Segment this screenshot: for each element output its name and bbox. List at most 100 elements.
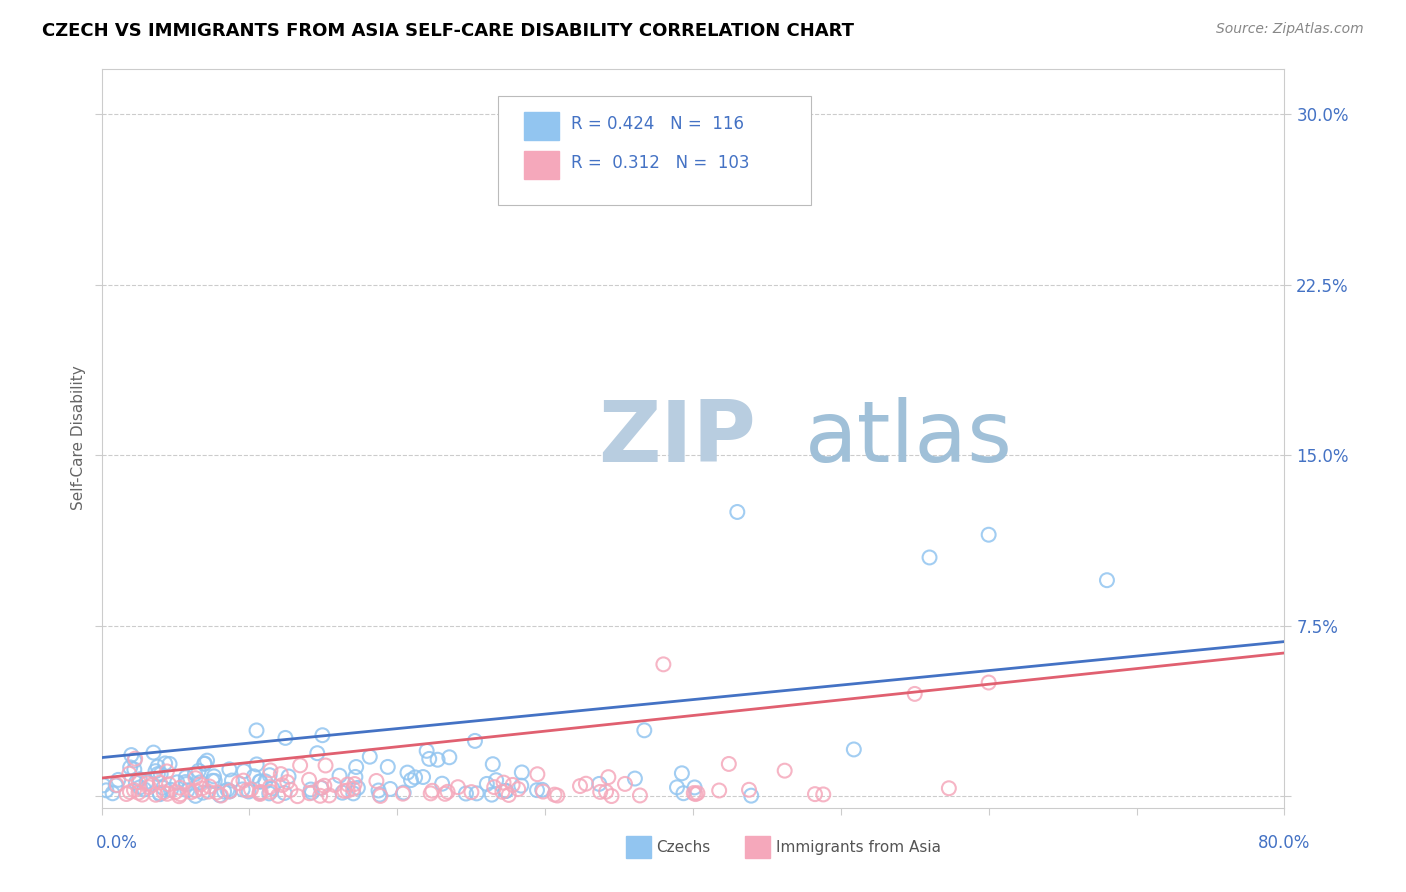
Point — [141, 778, 163, 792]
Point — [392, 787, 415, 801]
Point — [104, 778, 127, 792]
Point — [209, 789, 232, 803]
Point — [277, 770, 299, 784]
Point — [543, 788, 565, 802]
Point — [267, 789, 290, 803]
Point — [118, 766, 141, 780]
Text: CZECH VS IMMIGRANTS FROM ASIA SELF-CARE DISABILITY CORRELATION CHART: CZECH VS IMMIGRANTS FROM ASIA SELF-CARE … — [42, 22, 855, 40]
Point — [149, 786, 172, 800]
Point — [370, 789, 392, 803]
Point — [298, 786, 321, 800]
Point — [633, 723, 655, 738]
Point — [184, 767, 207, 781]
Point — [156, 787, 179, 801]
Point — [595, 785, 617, 799]
Point — [262, 781, 284, 796]
Point — [280, 783, 302, 797]
Point — [120, 747, 142, 762]
Point — [259, 785, 281, 799]
Point — [146, 759, 169, 773]
Point — [1354, 194, 1376, 208]
Point — [195, 754, 218, 768]
Point — [131, 788, 153, 802]
Point — [149, 775, 172, 789]
Point — [208, 789, 231, 803]
Point — [481, 788, 503, 802]
Point — [418, 752, 440, 766]
Point — [589, 785, 612, 799]
Point — [167, 789, 190, 804]
Point — [546, 789, 568, 803]
Point — [336, 777, 359, 791]
Point — [128, 772, 150, 787]
Point — [508, 782, 530, 797]
Point — [142, 746, 165, 760]
Point — [243, 769, 266, 783]
Text: Source: ZipAtlas.com: Source: ZipAtlas.com — [1216, 22, 1364, 37]
Point — [412, 770, 434, 784]
Point — [156, 764, 179, 779]
Point — [415, 744, 437, 758]
Point — [377, 760, 399, 774]
Point — [287, 789, 309, 804]
Point — [157, 777, 180, 791]
Point — [419, 786, 441, 800]
Point — [145, 764, 167, 779]
Point — [276, 775, 298, 789]
Point — [259, 764, 281, 778]
Point — [709, 783, 731, 797]
Point — [813, 788, 835, 802]
Point — [495, 784, 517, 798]
Point — [311, 780, 333, 795]
Point — [174, 775, 197, 789]
Point — [332, 786, 354, 800]
Point — [380, 781, 402, 796]
Point — [439, 750, 461, 764]
Point — [475, 777, 498, 791]
Point — [323, 778, 346, 792]
Point — [531, 782, 554, 797]
Point — [342, 786, 364, 800]
Point — [686, 786, 709, 800]
Point — [152, 785, 174, 799]
Point — [235, 783, 257, 797]
Text: 0.0%: 0.0% — [96, 834, 138, 852]
Point — [336, 783, 359, 797]
Point — [259, 786, 281, 800]
Point — [526, 767, 548, 781]
Point — [492, 775, 515, 789]
Point — [169, 787, 191, 801]
Point — [842, 742, 865, 756]
Point — [464, 734, 486, 748]
Point — [249, 774, 271, 789]
Point — [96, 783, 118, 797]
Point — [481, 757, 503, 772]
Point — [152, 780, 174, 795]
Point — [149, 787, 172, 801]
Y-axis label: Self-Care Disability: Self-Care Disability — [72, 366, 86, 510]
Point — [938, 781, 960, 796]
Point — [204, 773, 226, 788]
Point — [176, 783, 198, 797]
Point — [249, 785, 271, 799]
Point — [465, 786, 488, 800]
Point — [624, 772, 647, 786]
Point — [392, 786, 415, 800]
Bar — [626, 836, 651, 858]
Point — [347, 780, 370, 795]
Point — [333, 784, 356, 798]
Point — [184, 789, 207, 803]
Point — [436, 785, 458, 799]
Point — [344, 760, 367, 774]
Point — [396, 765, 419, 780]
Bar — [745, 836, 770, 858]
Text: Immigrants from Asia: Immigrants from Asia — [776, 840, 941, 855]
Point — [484, 780, 506, 794]
Point — [138, 780, 160, 794]
Point — [134, 782, 156, 797]
Point — [159, 756, 181, 771]
Point — [124, 754, 146, 768]
Point — [198, 780, 221, 794]
Point — [717, 756, 740, 771]
Point — [205, 785, 228, 799]
